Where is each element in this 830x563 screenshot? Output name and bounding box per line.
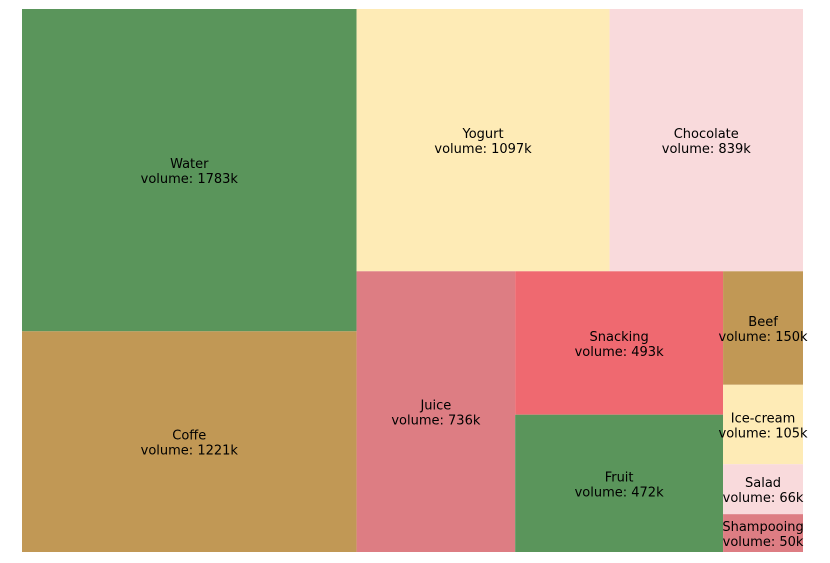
treemap-cell-chocolate [609, 9, 803, 272]
treemap-label-volume: volume: 839k [662, 142, 751, 157]
treemap-label-volume: volume: 1097k [434, 142, 532, 157]
treemap-label-ice-cream: Ice-cream volume: 105k [719, 412, 808, 442]
treemap-label-volume: volume: 472k [575, 485, 664, 500]
treemap-label-name: Coffe [172, 429, 206, 444]
treemap-label-fruit: Fruit volume: 472k [575, 470, 664, 500]
treemap-cell-snacking [515, 271, 724, 415]
treemap-label-volume: volume: 105k [719, 427, 808, 442]
treemap-label-name: Beef [748, 315, 778, 330]
treemap-cell-juice [356, 271, 516, 552]
treemap-label-coffe: Coffe volume: 1221k [141, 429, 239, 459]
treemap-label-name: Ice-cream [731, 412, 796, 427]
treemap-label-snacking: Snacking volume: 493k [575, 330, 664, 360]
treemap-label-name: Fruit [605, 470, 634, 485]
treemap-cells: Water volume: 1783k Coffe volume: 1221k Yogu… [22, 9, 808, 552]
treemap-label-name: Water [170, 157, 209, 172]
treemap-cell-salad [723, 464, 803, 515]
treemap-cell-shampooing [723, 514, 803, 552]
treemap-cell-fruit [515, 414, 724, 552]
treemap-label-volume: volume: 1783k [141, 172, 239, 187]
treemap-label-name: Juice [419, 399, 451, 414]
treemap-cell-yogurt [356, 9, 610, 272]
treemap-label-volume: volume: 150k [719, 330, 808, 345]
treemap-label-name: Salad [745, 476, 781, 491]
treemap-label-volume: volume: 493k [575, 345, 664, 360]
treemap-label-name: Shampooing [722, 520, 803, 535]
treemap-label-salad: Salad volume: 66k [723, 476, 804, 506]
treemap-label-yogurt: Yogurt volume: 1097k [434, 127, 532, 157]
treemap-cell-beef [723, 271, 803, 385]
treemap-label-chocolate: Chocolate volume: 839k [662, 127, 751, 157]
treemap-label-water: Water volume: 1783k [141, 157, 239, 187]
treemap-label-volume: volume: 66k [723, 491, 804, 506]
treemap-label-juice: Juice volume: 736k [391, 399, 480, 429]
treemap-label-volume: volume: 50k [723, 535, 804, 550]
treemap-label-volume: volume: 1221k [141, 444, 239, 459]
treemap-label-name: Chocolate [674, 127, 739, 142]
treemap-label-name: Snacking [589, 330, 648, 345]
treemap-cell-coffe [22, 331, 357, 552]
treemap-cell-water [22, 9, 357, 332]
treemap-label-volume: volume: 736k [391, 414, 480, 429]
treemap-label-shampooing: Shampooing volume: 50k [722, 520, 804, 550]
treemap-label-beef: Beef volume: 150k [719, 315, 808, 345]
treemap-cell-ice-cream [723, 384, 803, 465]
treemap-label-name: Yogurt [462, 127, 504, 142]
